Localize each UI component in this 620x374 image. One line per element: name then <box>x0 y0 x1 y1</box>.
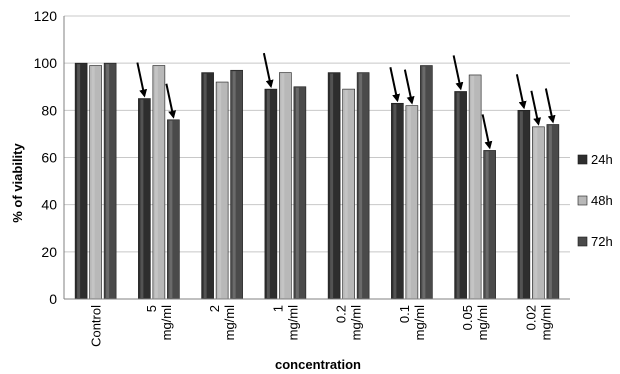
bar-highlight <box>266 90 270 298</box>
bar-72h <box>483 150 496 300</box>
bar-highlight <box>106 64 110 299</box>
y-tick-label: 100 <box>34 55 58 71</box>
annotation-arrows <box>136 52 556 150</box>
legend-label-48h: 48h <box>591 193 613 208</box>
arrow-annotation <box>481 114 493 150</box>
x-tick-label: 0.2 <box>334 305 349 323</box>
x-tick-label: mg/ml <box>222 305 237 341</box>
y-tick-label: 60 <box>41 150 57 166</box>
bars <box>74 62 560 300</box>
arrow-annotation <box>544 88 556 124</box>
bar-48h <box>405 105 419 300</box>
x-tick-label: 0.02 <box>523 305 538 330</box>
bar-72h <box>356 72 370 300</box>
arrow-annotation <box>530 90 542 126</box>
y-tick-label: 20 <box>41 244 57 260</box>
arrow-annotation <box>389 67 401 103</box>
arrow-annotation <box>136 62 148 98</box>
bar-48h <box>532 126 545 300</box>
bar-highlight <box>218 83 222 299</box>
x-tick-label: mg/ml <box>538 305 553 341</box>
bar-highlight <box>91 66 95 299</box>
bar-24h <box>327 72 341 300</box>
bar-48h <box>152 65 166 300</box>
x-tick-label: mg/ml <box>285 305 300 341</box>
bar-72h <box>167 119 180 300</box>
bar-highlight <box>203 73 207 298</box>
arrow-annotation <box>165 83 177 119</box>
bar-highlight <box>393 104 397 298</box>
bar-highlight <box>330 73 334 298</box>
x-tick-label: 2 <box>207 305 222 312</box>
x-tick-label: mg/ml <box>475 305 490 341</box>
bar-24h <box>138 98 151 300</box>
bar-highlight <box>485 151 489 298</box>
arrow-annotation <box>515 74 527 110</box>
arrow-annotation <box>262 52 274 89</box>
bar-48h <box>89 65 102 300</box>
bar-highlight <box>359 73 363 298</box>
bar-24h <box>264 88 278 300</box>
bar-highlight <box>456 92 460 298</box>
arrow-annotation <box>403 69 415 105</box>
x-tick-label: 5 <box>144 305 159 312</box>
bar-highlight <box>77 64 81 299</box>
legend-label-72h: 72h <box>591 234 613 249</box>
x-axis-title: concentration <box>275 357 361 372</box>
legend: 24h 48h 72h <box>577 152 613 249</box>
arrow-annotation <box>452 55 464 91</box>
bar-24h <box>74 62 88 300</box>
y-tick-label: 0 <box>49 291 57 307</box>
bar-highlight <box>169 120 173 299</box>
x-tick-label: mg/ml <box>159 305 174 341</box>
bar-highlight <box>344 90 348 298</box>
bar-highlight <box>519 111 523 298</box>
legend-swatch-48h <box>577 195 588 206</box>
legend-label-24h: 24h <box>591 152 613 167</box>
bar-highlight <box>140 99 144 299</box>
bar-72h <box>103 62 117 300</box>
x-tick-label: 0.1 <box>397 305 412 323</box>
bar-24h <box>517 110 531 300</box>
y-tick-label: 40 <box>41 197 57 213</box>
bar-highlight <box>154 66 158 299</box>
bar-24h <box>391 102 404 300</box>
bar-72h <box>546 124 560 300</box>
legend-swatch-24h <box>577 154 588 165</box>
x-tick-label: 0.05 <box>460 305 475 330</box>
bar-72h <box>293 86 307 300</box>
x-tick-label: mg/ml <box>412 305 427 341</box>
bar-48h <box>342 88 355 300</box>
x-tick-label: 1 <box>270 305 285 312</box>
bar-48h <box>279 72 292 300</box>
bar-72h <box>420 65 433 300</box>
bar-highlight <box>422 66 426 299</box>
bar-highlight <box>534 127 538 298</box>
bar-highlight <box>548 125 552 298</box>
y-axis-title: % of viability <box>10 143 25 223</box>
bar-48h <box>468 74 482 300</box>
bar-24h <box>201 72 214 300</box>
bar-highlight <box>471 75 475 298</box>
bar-highlight <box>281 73 285 298</box>
x-tick-label: Control <box>89 305 104 347</box>
legend-swatch-72h <box>577 236 588 247</box>
bar-72h <box>230 69 243 300</box>
y-tick-label: 80 <box>41 102 57 118</box>
y-tick-label: 120 <box>34 8 58 24</box>
bar-highlight <box>407 106 411 298</box>
bar-48h <box>215 81 229 300</box>
x-tick-label: mg/ml <box>349 305 364 341</box>
bar-24h <box>454 91 467 300</box>
bar-highlight <box>295 87 299 298</box>
bar-highlight <box>232 71 236 298</box>
